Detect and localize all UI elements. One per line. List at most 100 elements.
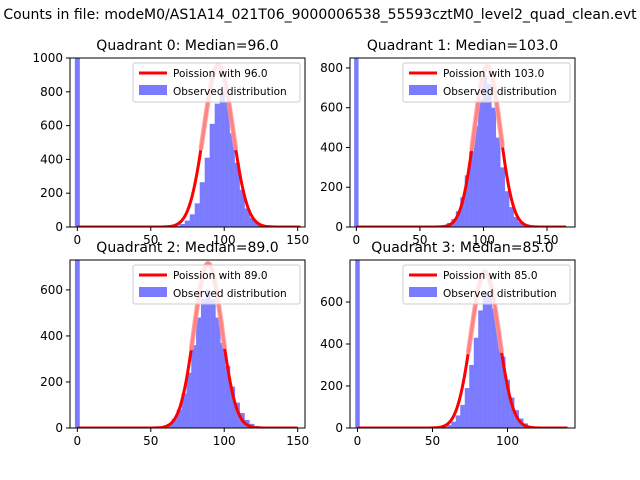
histogram-bar xyxy=(249,217,255,227)
x-tick-label: 0 xyxy=(354,434,362,448)
histogram-bar xyxy=(200,299,206,428)
histogram-bar xyxy=(184,220,190,227)
histogram-bar xyxy=(209,123,215,227)
histogram-bar xyxy=(225,365,231,428)
y-tick-label: 400 xyxy=(320,140,343,154)
histogram-bar xyxy=(482,75,488,227)
histogram-bar xyxy=(189,214,195,227)
legend-hist-label: Observed distribution xyxy=(443,86,557,98)
histogram-bar xyxy=(174,225,180,227)
legend-line-label: Poission with 96.0 xyxy=(173,68,268,80)
histogram-bar xyxy=(518,222,523,227)
histogram-bar xyxy=(194,203,200,227)
x-tick-label: 0 xyxy=(74,233,82,247)
histogram-bar xyxy=(504,191,510,227)
zero-count-bar xyxy=(355,260,360,428)
histogram-bar xyxy=(214,103,220,227)
histogram-bar xyxy=(491,308,497,428)
x-tick-label: 150 xyxy=(286,434,309,448)
histogram-bar xyxy=(196,317,202,428)
histogram-bar xyxy=(513,217,519,227)
legend-hist-swatch xyxy=(409,85,437,95)
legend-hist-label: Observed distribution xyxy=(443,288,557,300)
panel-title: Quadrant 0: Median=96.0 xyxy=(96,38,278,54)
histogram-bar xyxy=(234,402,240,428)
poisson-curve xyxy=(76,63,302,227)
histogram-bar xyxy=(496,331,501,428)
histogram-bar xyxy=(473,125,479,227)
x-tick-label: 150 xyxy=(536,233,559,247)
histogram-bar xyxy=(171,418,177,428)
histogram-bar xyxy=(478,310,483,428)
y-tick-label: 0 xyxy=(55,421,63,435)
x-tick-label: 0 xyxy=(353,233,361,247)
x-tick-label: 0 xyxy=(74,434,82,448)
quadrant-2-panel: 0 50 100 150 0 200 400 600 Quadrant 2: Median=89… xyxy=(40,240,309,448)
y-tick-label: 200 xyxy=(320,379,343,393)
x-tick-label: 150 xyxy=(286,233,309,247)
histogram-bar xyxy=(451,421,456,428)
histogram-bar xyxy=(491,107,497,227)
histogram-bar xyxy=(244,208,250,227)
x-tick-label: 100 xyxy=(213,233,236,247)
histogram-bar xyxy=(234,162,240,227)
histogram-bar xyxy=(186,372,192,428)
x-tick-label: 50 xyxy=(143,233,158,247)
histogram-bar xyxy=(230,386,236,428)
y-tick-label: 600 xyxy=(320,101,343,115)
legend-hist-label: Observed distribution xyxy=(173,288,287,300)
histogram-bar xyxy=(199,182,205,227)
x-tick-label: 50 xyxy=(412,233,427,247)
histogram-bar xyxy=(239,189,245,227)
y-tick-label: 400 xyxy=(320,337,343,351)
histogram-bar xyxy=(509,207,514,227)
y-tick-label: 600 xyxy=(40,283,63,297)
histogram-bar xyxy=(505,379,510,428)
histogram-bar xyxy=(469,151,474,227)
histogram-bar xyxy=(254,222,260,227)
histogram-bar xyxy=(509,397,515,428)
histogram-bar xyxy=(486,83,492,227)
quadrant-1-panel: 0 50 100 150 0 200 400 600 800 Quadrant 1: Median… xyxy=(320,38,576,247)
y-tick-label: 200 xyxy=(40,375,63,389)
zero-count-bar xyxy=(74,58,80,227)
y-tick-label: 800 xyxy=(40,85,63,99)
legend-hist-swatch xyxy=(409,287,437,297)
y-tick-label: 400 xyxy=(40,329,63,343)
histogram-bar xyxy=(204,157,210,227)
histogram-bar xyxy=(455,415,461,428)
histogram-bar xyxy=(210,299,216,428)
legend-hist-label: Observed distribution xyxy=(173,86,287,98)
histogram-bar xyxy=(464,388,470,428)
histogram-bar xyxy=(478,99,483,227)
x-tick-label: 50 xyxy=(143,434,158,448)
histogram-bar xyxy=(220,342,226,428)
histogram-bar xyxy=(460,197,465,227)
histogram-bar xyxy=(482,291,488,428)
histogram-bar xyxy=(219,91,225,227)
histogram-bar xyxy=(224,101,230,227)
x-tick-label: 50 xyxy=(425,434,440,448)
y-tick-label: 800 xyxy=(320,61,343,75)
legend-box xyxy=(132,264,301,305)
panel-title: Quadrant 1: Median=103.0 xyxy=(367,38,558,54)
histogram-bar xyxy=(500,167,505,227)
quadrant-0-panel: 0 50 100 150 0 200 400 600 800 1000 Quadrant 0: Me… xyxy=(32,38,309,247)
histogram-bar xyxy=(500,356,506,428)
y-tick-label: 0 xyxy=(335,421,343,435)
histogram-bar xyxy=(179,223,185,227)
histogram-bar xyxy=(460,404,465,428)
figure-suptitle: Counts in file: modeM0/AS1A14_021T06_900… xyxy=(3,7,637,23)
axes-frame xyxy=(69,259,306,429)
legend-line-label: Poission with 103.0 xyxy=(443,68,544,80)
legend-hist-swatch xyxy=(139,85,167,95)
x-tick-label: 100 xyxy=(213,434,236,448)
histogram-bar xyxy=(455,211,461,227)
histogram-bar xyxy=(176,409,182,428)
legend-box xyxy=(402,264,571,305)
histogram-bar xyxy=(181,393,187,428)
histogram-bar xyxy=(487,293,492,428)
histogram-bar xyxy=(446,425,452,428)
poisson-curve-overlay xyxy=(188,260,227,351)
